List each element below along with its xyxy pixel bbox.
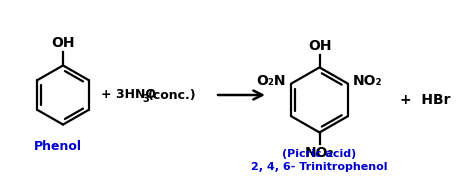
Text: NO₂: NO₂: [353, 74, 383, 88]
Text: Phenol: Phenol: [34, 140, 82, 153]
Text: (Picric acid): (Picric acid): [283, 149, 356, 159]
Text: OH: OH: [308, 39, 331, 53]
Text: (conc.): (conc.): [147, 89, 196, 101]
Text: +  HBr: + HBr: [400, 93, 450, 107]
Text: 3: 3: [143, 94, 149, 104]
Text: O₂N: O₂N: [256, 74, 286, 88]
Text: NO₂: NO₂: [305, 146, 334, 160]
Text: OH: OH: [51, 36, 75, 50]
Text: + 3HNO: + 3HNO: [101, 89, 156, 101]
Text: 2, 4, 6- Trinitrophenol: 2, 4, 6- Trinitrophenol: [251, 162, 388, 172]
